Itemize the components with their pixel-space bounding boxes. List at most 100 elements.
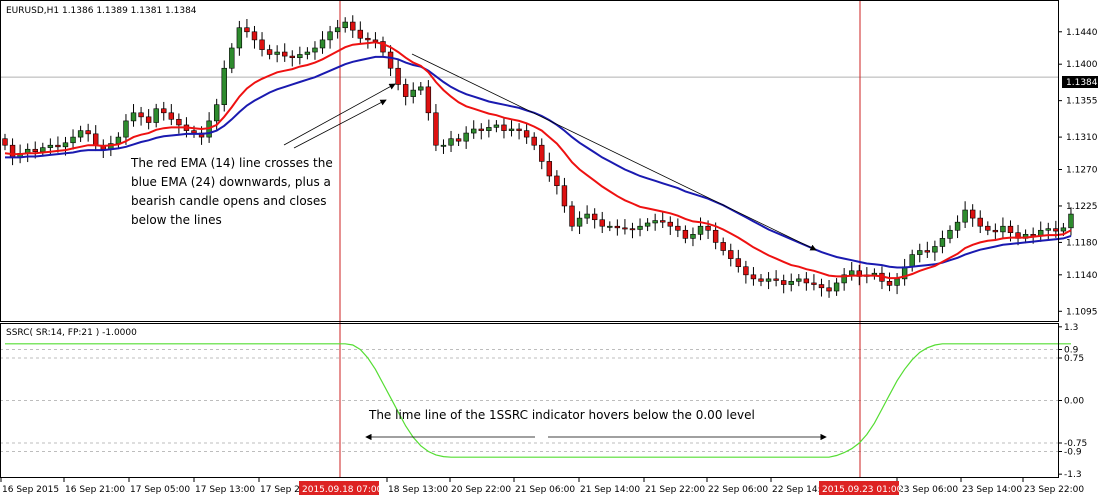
bearish-candle	[712, 229, 719, 243]
price-tick-label: 1.1180	[1066, 238, 1098, 248]
price-badge: 1.1384	[1066, 78, 1098, 88]
ema-cross-note-line-1: The red EMA (14) line crosses the	[130, 156, 333, 170]
time-tick-label: 21 Sep 14:00	[580, 485, 640, 495]
bullish-candle	[463, 132, 469, 142]
bearish-candle	[705, 225, 711, 231]
bullish-candle	[304, 51, 311, 55]
bullish-candle	[77, 130, 84, 138]
bearish-candle	[818, 284, 825, 289]
bearish-candle	[569, 205, 575, 227]
bullish-candle	[849, 270, 855, 276]
bullish-candle	[788, 281, 794, 285]
time-tick-label: 17 Sep 21:	[260, 485, 309, 495]
bullish-candle	[297, 54, 303, 59]
main-panel-border	[0, 0, 1059, 322]
bullish-candle	[274, 51, 280, 55]
bearish-candle	[629, 228, 636, 231]
bearish-candle	[539, 144, 545, 162]
bullish-candle	[841, 274, 847, 284]
bearish-candle	[1007, 225, 1014, 233]
bearish-candle	[387, 51, 394, 69]
bullish-candle	[690, 234, 696, 239]
bearish-candle	[433, 112, 439, 146]
bullish-candle	[962, 209, 968, 223]
time-tick-label: 23 Sep 14:00	[962, 485, 1022, 495]
bullish-candle	[342, 21, 348, 29]
marker-lines	[339, 0, 861, 478]
bearish-candle	[826, 287, 832, 292]
bearish-candle	[803, 278, 810, 284]
bullish-candle	[40, 147, 46, 152]
bullish-candle	[440, 144, 447, 147]
bearish-candle	[622, 227, 628, 230]
price-tick-label: 1.1270	[1066, 166, 1098, 176]
bullish-candle	[796, 278, 802, 282]
price-tick-label: 1.1440	[1066, 28, 1098, 38]
exit-time-badge: 2015.09.23 01:00	[822, 485, 903, 495]
ema-24-line	[5, 55, 1072, 269]
bearish-candle	[667, 221, 673, 227]
bearish-candle	[773, 278, 779, 281]
bearish-candle	[425, 86, 432, 114]
sub-panel-header: SSRC( SR:14, FP:21 ) -1.0000	[6, 328, 137, 338]
bearish-candle	[395, 67, 401, 85]
bearish-candle	[675, 225, 681, 231]
bullish-candle	[130, 112, 137, 122]
bullish-candle	[871, 272, 878, 276]
time-tick-label: 22 Sep 14:00	[772, 485, 832, 495]
ssrc-layer	[5, 343, 1071, 458]
bullish-candle	[894, 278, 900, 286]
exit-time-badge-bg	[819, 481, 899, 495]
bearish-candle	[161, 108, 167, 114]
bullish-candle	[833, 282, 840, 292]
bullish-candle	[418, 86, 424, 91]
bullish-candle	[584, 213, 590, 219]
time-tick-label: 16 Sep 2015	[2, 485, 59, 495]
bearish-candle	[372, 39, 379, 42]
axis-layer: 1.1440 1.1400 1.1355 1.1310 1.1270 1.1225 1.11…	[0, 28, 1098, 495]
price-badge-bg	[1062, 76, 1098, 88]
bullish-candle	[909, 254, 915, 268]
bearish-candle	[266, 49, 273, 55]
bearish-candle	[977, 217, 983, 227]
time-tick-label: 17 Sep 13:00	[195, 485, 255, 495]
price-tick-label: 1.1400	[1066, 60, 1098, 70]
bearish-candle	[599, 219, 605, 227]
trend-arrow	[411, 53, 817, 251]
bearish-candle	[546, 161, 553, 177]
bearish-candle	[720, 242, 726, 251]
bearish-candle	[554, 175, 560, 187]
bullish-candle	[486, 127, 492, 131]
bearish-candle	[992, 229, 999, 233]
bearish-candle	[523, 130, 530, 138]
bearish-candle-arrow	[293, 99, 387, 149]
bullish-candle	[508, 128, 515, 131]
bullish-candle	[1068, 213, 1074, 229]
bearish-candle	[735, 258, 742, 268]
entry-time-badge-bg	[299, 481, 379, 495]
bullish-candle	[697, 225, 704, 235]
time-tick-label: 23 Sep 22:00	[1024, 485, 1084, 495]
bearish-candle	[55, 144, 61, 148]
bearish-candle	[780, 280, 787, 285]
bullish-candle	[123, 120, 129, 138]
bullish-candle	[954, 221, 961, 231]
ema-layer	[4, 41, 1072, 280]
time-tick-label: 22 Sep 06:00	[708, 485, 768, 495]
bearish-candle	[758, 278, 764, 282]
time-tick-label: 17 Sep 05:00	[130, 485, 190, 495]
bullish-candle	[765, 278, 772, 282]
bearish-candle	[614, 225, 621, 229]
bearish-candle	[138, 112, 144, 118]
bullish-candle	[1045, 228, 1051, 231]
time-tick-label: 18 Sep 13:00	[388, 485, 448, 495]
ema-14-line	[4, 41, 1072, 280]
bullish-candle	[410, 89, 416, 97]
bearish-candle	[750, 274, 757, 280]
time-tick-label: 21 Sep 22:00	[645, 485, 705, 495]
bearish-candle	[85, 130, 91, 135]
bearish-candle	[501, 124, 507, 131]
bullish-candle	[1000, 225, 1006, 233]
bearish-candle	[357, 29, 364, 39]
